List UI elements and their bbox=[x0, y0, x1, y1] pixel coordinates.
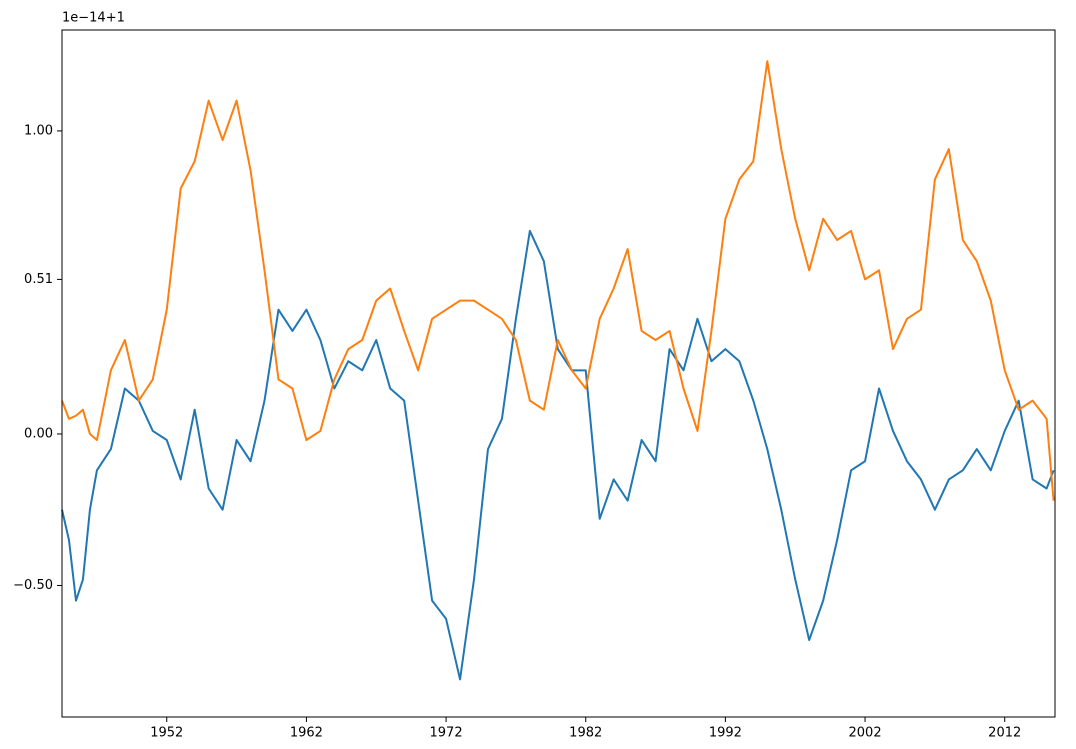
x-tick-label: 1982 bbox=[569, 726, 602, 741]
y-tick-label: −0.50 bbox=[13, 578, 53, 593]
x-tick-label: 1952 bbox=[150, 726, 183, 741]
y-tick-label: 0.51 bbox=[24, 272, 53, 287]
x-tick-label: 1962 bbox=[290, 726, 323, 741]
x-tick-label: 2002 bbox=[849, 726, 882, 741]
y-tick-label: 1.00 bbox=[24, 123, 53, 138]
x-tick-label: 1992 bbox=[709, 726, 742, 741]
plot-frame bbox=[61, 29, 1056, 718]
x-tick-label: 1972 bbox=[430, 726, 463, 741]
series-line bbox=[61, 60, 1055, 501]
series-line bbox=[61, 229, 1055, 681]
x-tick-label: 2012 bbox=[988, 726, 1021, 741]
y-tick-label: 0.00 bbox=[24, 426, 53, 441]
offset-text: 1e−14+1 bbox=[62, 11, 125, 26]
